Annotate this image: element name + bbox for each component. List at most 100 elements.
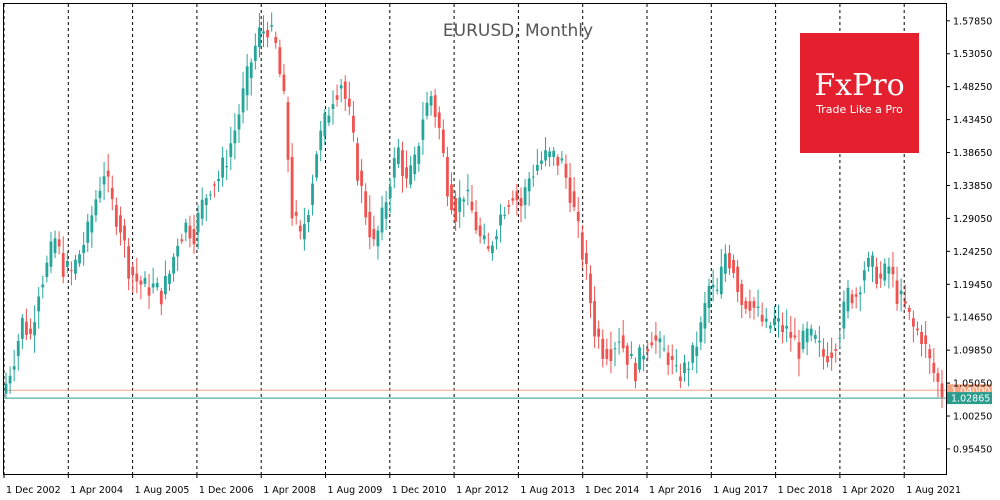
candle-body (253, 45, 257, 61)
candle-body (887, 266, 891, 274)
candle-body (45, 262, 49, 278)
candle-body (719, 266, 723, 295)
candle-body (920, 331, 923, 345)
candle-body (196, 213, 200, 233)
candle-body (474, 211, 478, 231)
candle-body (192, 229, 196, 245)
candle-body (401, 150, 404, 176)
candle-body (110, 187, 114, 200)
candle-body (233, 130, 237, 144)
candle-body (127, 246, 131, 279)
candle-body (311, 183, 314, 206)
candle-body (458, 197, 462, 212)
candle-body (294, 211, 298, 216)
candle-body (666, 352, 670, 365)
candle-body (286, 102, 290, 160)
candle-body (200, 199, 204, 219)
candle-body (339, 85, 343, 89)
candle-body (65, 260, 69, 267)
candle-body (20, 317, 24, 339)
candle-body (331, 104, 335, 109)
candle-body (813, 335, 817, 339)
candle-body (482, 235, 486, 240)
candle-body (298, 225, 302, 232)
candle-body (744, 301, 748, 309)
candle-body (441, 129, 445, 154)
candle-body (78, 254, 81, 264)
candle-body (106, 170, 110, 177)
candle-body (433, 95, 437, 117)
price-level-label: 1.02865 (951, 394, 990, 405)
candle-body (928, 349, 932, 359)
candle-body (61, 253, 65, 277)
candle-body (139, 280, 143, 285)
candle-body (499, 214, 502, 226)
candle-body (94, 199, 98, 216)
y-tick-label: 1.00250 (953, 412, 992, 423)
candle-body (699, 322, 703, 343)
candle-body (356, 143, 359, 181)
candle-body (245, 66, 249, 96)
candle-body (102, 176, 106, 185)
candle-body (695, 346, 699, 356)
candle-body (564, 163, 568, 178)
candle-body (282, 74, 286, 92)
candle-body (335, 95, 339, 100)
candle-body (221, 157, 225, 178)
candle-body (911, 318, 915, 327)
candles (4, 12, 944, 408)
x-tick-label: 1 Aug 2009 (328, 485, 383, 496)
candle-body (29, 328, 32, 334)
candle-body (319, 130, 323, 151)
candle-body (168, 273, 171, 284)
x-tick-label: 1 Apr 2004 (70, 485, 123, 496)
candle-body (164, 275, 167, 295)
candle-body (903, 301, 907, 304)
candle-body (41, 284, 45, 288)
candle-body (764, 318, 768, 322)
candle-body (936, 373, 940, 382)
candle-body (188, 225, 192, 239)
x-tick-label: 1 Dec 2002 (6, 485, 61, 496)
candle-body (858, 292, 862, 295)
candle-body (74, 259, 77, 274)
candle-body (347, 98, 351, 107)
candle-body (217, 179, 220, 182)
candle-body (752, 301, 756, 308)
candle-body (266, 30, 269, 38)
candle-body (732, 259, 735, 273)
candle-body (258, 27, 261, 48)
y-tick-label: 1.14650 (953, 313, 992, 324)
candle-body (875, 266, 879, 285)
candle-body (932, 362, 936, 374)
candle-body (131, 266, 135, 276)
candle-body (817, 340, 821, 343)
candle-body (899, 290, 903, 295)
candle-body (327, 115, 331, 123)
x-tick-label: 1 Dec 2010 (392, 485, 447, 496)
candle-body (53, 238, 57, 254)
candle-body (621, 335, 625, 349)
candle-body (711, 284, 715, 288)
candle-body (12, 366, 16, 370)
candle-body (589, 273, 592, 304)
candle-body (871, 255, 874, 267)
candle-body (392, 158, 396, 178)
candle-body (846, 287, 850, 312)
candle-body (486, 246, 490, 249)
candle-body (49, 241, 53, 267)
candle-body (850, 294, 854, 304)
candle-body (609, 349, 613, 362)
candle-body (155, 282, 159, 288)
candle-body (662, 348, 666, 350)
candle-body (527, 178, 531, 192)
candle-body (748, 301, 752, 311)
candle-body (515, 191, 519, 201)
candle-body (33, 322, 37, 336)
candle-body (511, 198, 515, 201)
candle-body (470, 201, 474, 211)
candle-body (679, 376, 682, 381)
candle-body (176, 245, 180, 257)
